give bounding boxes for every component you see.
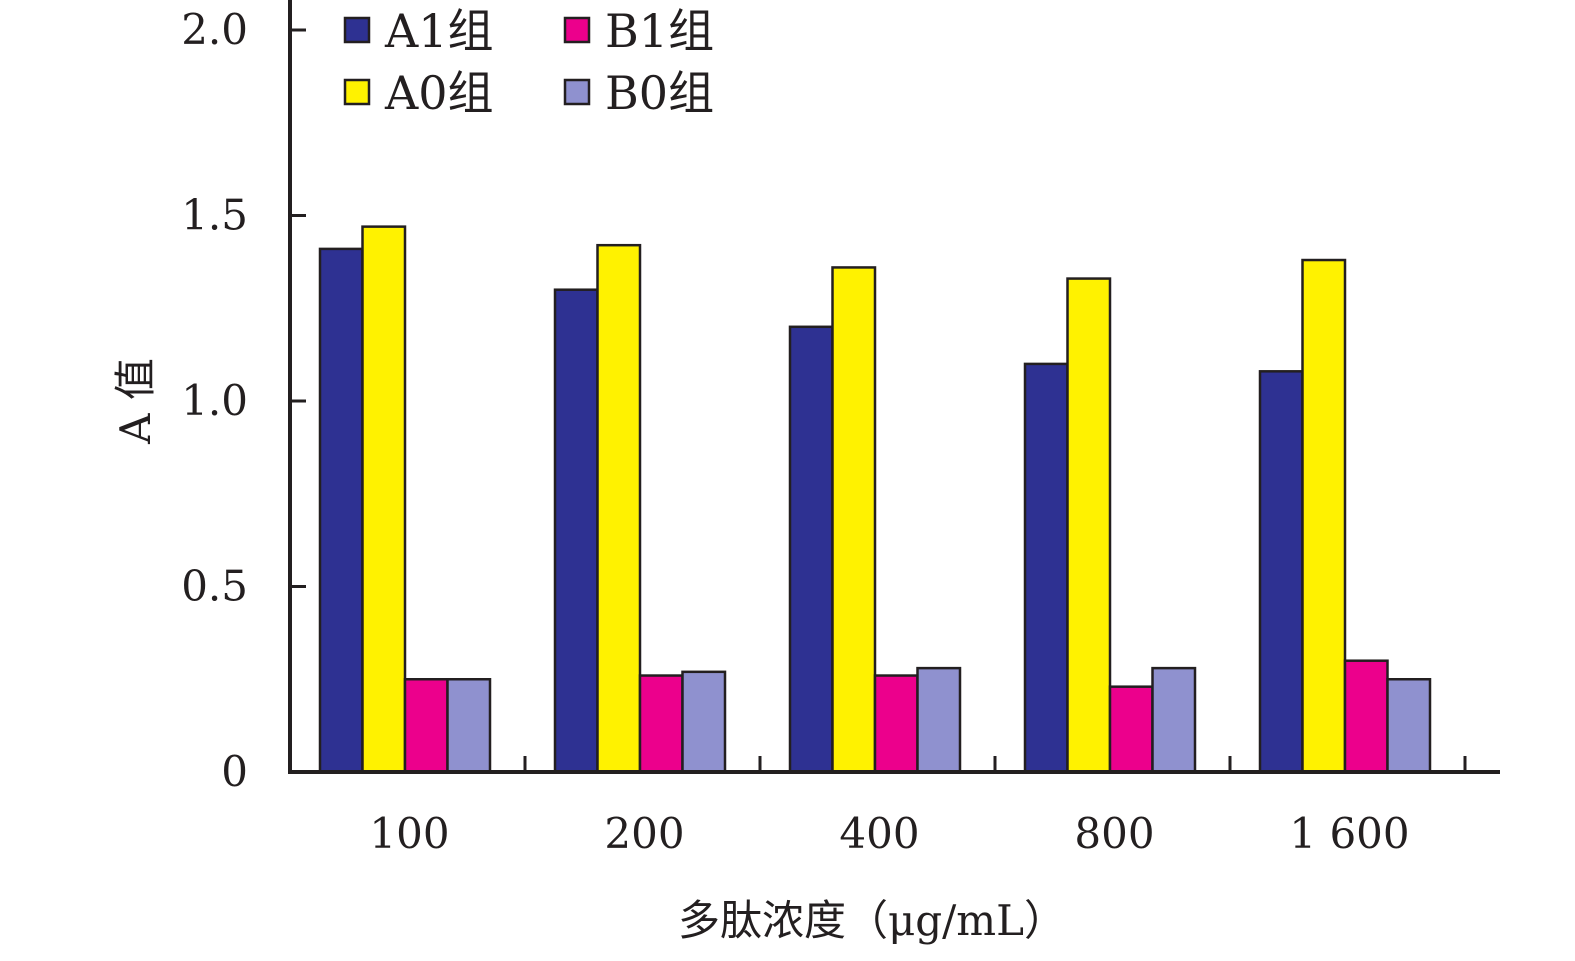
- labels-layer: 100 200 400 800 1 600 0 0.5 1.0 1.5 2.0: [181, 5, 1409, 858]
- bar-A0组-1600: [1301, 258, 1347, 774]
- bar-B1组-800: [1108, 685, 1154, 774]
- y-tick-label: 0.5: [181, 562, 248, 611]
- x-tick-label: 800: [1074, 809, 1154, 858]
- legend-label: B1组: [605, 4, 714, 58]
- y-tick-label: 1.5: [181, 191, 248, 240]
- bar-A0组-400: [831, 266, 877, 774]
- axes-layer: [288, 0, 1500, 774]
- bar-B1组-1600: [1343, 659, 1389, 774]
- y-tick-label: 0: [221, 747, 248, 796]
- bar-A1组-100: [318, 247, 364, 774]
- bar-A0组-800: [1066, 277, 1112, 774]
- bar-B1组-100: [403, 678, 449, 774]
- bar-B1组-200: [638, 674, 684, 774]
- legend-swatch: [563, 16, 591, 44]
- x-tick-label: 200: [604, 809, 684, 858]
- bars-layer: [318, 225, 1432, 774]
- bar-A1组-200: [553, 288, 599, 774]
- bar-A1组-1600: [1258, 370, 1304, 774]
- y-tick-label: 1.0: [181, 376, 248, 425]
- x-tick-label: 400: [839, 809, 919, 858]
- legend-label: B0组: [605, 66, 714, 120]
- y-tick-label: 2.0: [181, 5, 248, 54]
- bar-B0组-400: [916, 666, 962, 774]
- legend-swatch: [343, 78, 371, 106]
- y-axis-title: A 值: [111, 358, 160, 445]
- bar-B0组-800: [1151, 666, 1197, 774]
- bar-B0组-100: [446, 678, 492, 774]
- bar-A1组-800: [1023, 362, 1069, 774]
- bar-B0组-1600: [1386, 678, 1432, 774]
- legend-label: A0组: [384, 66, 494, 120]
- bar-A1组-400: [788, 325, 834, 774]
- bar-B0组-200: [681, 670, 727, 774]
- legend: A1组 A0组 B1组 B0组: [343, 4, 714, 120]
- legend-swatch: [343, 16, 371, 44]
- x-axis-title: 多肽浓度（μg/mL）: [678, 896, 1066, 945]
- legend-label: A1组: [384, 4, 494, 58]
- bar-A0组-200: [596, 243, 642, 774]
- x-tick-label: 1 600: [1289, 809, 1409, 858]
- legend-swatch: [563, 78, 591, 106]
- bar-B1组-400: [873, 674, 919, 774]
- x-tick-label: 100: [369, 809, 449, 858]
- bar-A0组-100: [361, 225, 407, 774]
